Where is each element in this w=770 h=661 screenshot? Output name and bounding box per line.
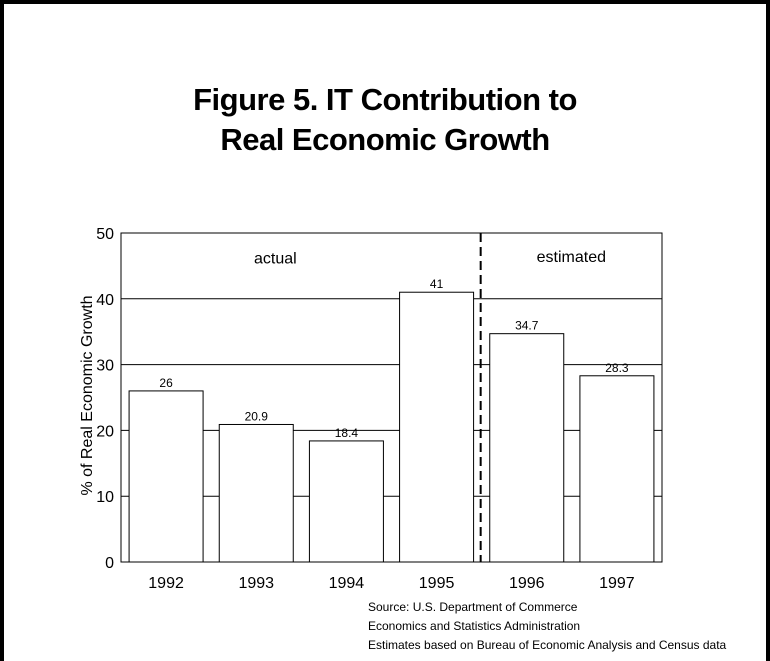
bar-1992 <box>128 390 204 563</box>
y-tick-label-0: 0 <box>105 555 114 572</box>
bar-1994 <box>308 440 384 563</box>
y-axis-label: % of Real Economic Growth <box>79 295 96 495</box>
plot-area-border <box>120 232 663 563</box>
x-tick-label-1993: 1993 <box>238 575 274 592</box>
data-label-1992: 26 <box>159 376 173 390</box>
source-line-2: Economics and Statistics Administration <box>368 619 581 633</box>
source-note: Source: U.S. Department of Commerce Econ… <box>368 598 726 655</box>
bar-1995 <box>399 291 475 563</box>
data-label-1995: 41 <box>430 277 444 291</box>
y-tick-label-50: 50 <box>96 226 114 243</box>
x-tick-label-1992: 1992 <box>148 575 184 592</box>
annotation-estimated: estimated <box>537 249 606 266</box>
y-tick-label-30: 30 <box>96 358 114 375</box>
y-tick-label-20: 20 <box>96 423 114 440</box>
bar-1997 <box>579 375 655 563</box>
x-tick-label-1996: 1996 <box>509 575 545 592</box>
chart-title-line-2: Real Economic Growth <box>220 122 550 157</box>
x-tick-label-1997: 1997 <box>599 575 635 592</box>
bar-1993 <box>218 423 294 563</box>
data-label-1993: 20.9 <box>245 409 269 423</box>
source-line-3: Estimates based on Bureau of Economic An… <box>368 638 727 652</box>
bar-1996 <box>489 333 565 563</box>
data-label-1994: 18.4 <box>335 426 359 440</box>
annotation-actual: actual <box>254 250 297 267</box>
y-tick-label-10: 10 <box>96 489 114 506</box>
x-tick-label-1995: 1995 <box>419 575 455 592</box>
data-label-1997: 28.3 <box>605 361 629 375</box>
y-tick-label-40: 40 <box>96 292 114 309</box>
data-label-1996: 34.7 <box>515 319 539 333</box>
chart-title-line-1: Figure 5. IT Contribution to <box>193 82 577 117</box>
source-line-1: Source: U.S. Department of Commerce <box>368 600 578 614</box>
x-tick-label-1994: 1994 <box>329 575 365 592</box>
